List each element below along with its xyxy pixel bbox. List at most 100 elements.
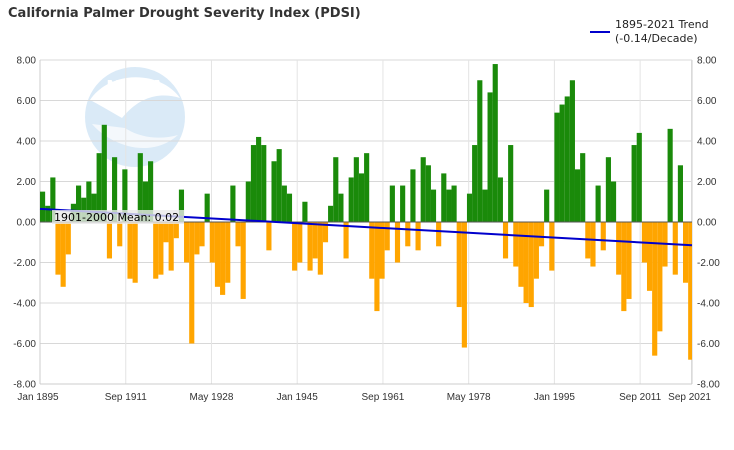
x-tick-label: Sep 1961 (362, 392, 405, 403)
pdsi-bar-wet (508, 145, 513, 222)
pdsi-bar-dry (621, 222, 626, 311)
x-tick-label: Sep 2021 (668, 392, 711, 403)
pdsi-bar-wet (349, 177, 354, 222)
pdsi-bar-dry (416, 222, 421, 250)
y-tick-label-left: 6.00 (17, 96, 37, 107)
pdsi-bar-wet (354, 157, 359, 222)
pdsi-bar-dry (616, 222, 621, 275)
pdsi-bar-wet (498, 177, 503, 222)
pdsi-bar-dry (457, 222, 462, 307)
pdsi-bar-dry (194, 222, 199, 254)
pdsi-bar-dry (127, 222, 132, 279)
pdsi-bar-dry (169, 222, 174, 271)
y-tick-label-right: 0.00 (697, 218, 717, 229)
pdsi-bar-dry (241, 222, 246, 299)
pdsi-bar-dry (534, 222, 539, 279)
pdsi-bar-wet (338, 194, 343, 222)
x-tick-label: Sep 2011 (619, 392, 662, 403)
y-tick-label-right: 4.00 (697, 137, 717, 148)
pdsi-bar-wet (421, 157, 426, 222)
pdsi-bar-wet (390, 186, 395, 222)
legend-trend-rate: (-0.14/Decade) (615, 32, 698, 45)
pdsi-bar-dry (405, 222, 410, 246)
pdsi-bar-dry (683, 222, 688, 283)
pdsi-bar-dry (385, 222, 390, 250)
pdsi-bar-wet (246, 182, 251, 223)
pdsi-bar-wet (472, 145, 477, 222)
x-tick-label: Jan 1945 (277, 392, 319, 403)
pdsi-bar-wet (230, 186, 235, 222)
pdsi-chart: NOAA 8.00 8.006.00 6.004.00 4.002.00 2.000.0… (0, 0, 734, 450)
pdsi-bar-dry (184, 222, 189, 263)
pdsi-bar-dry (673, 222, 678, 275)
pdsi-bar-dry (601, 222, 606, 250)
pdsi-bar-wet (493, 64, 498, 222)
x-tick-label: May 1928 (190, 392, 234, 403)
pdsi-bar-wet (678, 165, 683, 222)
pdsi-bar-dry (590, 222, 595, 267)
y-tick-label-left: -6.00 (13, 339, 36, 350)
y-tick-label-left: 4.00 (17, 137, 37, 148)
pdsi-bar-wet (400, 186, 405, 222)
noaa-logo-text: NOAA (106, 77, 164, 98)
pdsi-bar-dry (374, 222, 379, 311)
y-tick-label-right: -4.00 (697, 299, 720, 310)
pdsi-bar-wet (251, 145, 256, 222)
pdsi-bar-wet (302, 202, 307, 222)
pdsi-bar-dry (133, 222, 138, 283)
y-tick-label-left: 8.00 (17, 56, 37, 67)
y-tick-label-right: 8.00 (697, 56, 717, 67)
pdsi-bar-wet (554, 113, 559, 222)
pdsi-bar-wet (560, 105, 565, 222)
pdsi-bar-dry (436, 222, 441, 246)
pdsi-bar-dry (549, 222, 554, 271)
pdsi-bar-dry (107, 222, 112, 258)
pdsi-bar-dry (652, 222, 657, 356)
pdsi-bar-dry (657, 222, 662, 331)
pdsi-bar-wet (287, 194, 292, 222)
pdsi-bar-wet (431, 190, 436, 222)
y-tick-label-right: -2.00 (697, 258, 720, 269)
pdsi-bar-wet (256, 137, 261, 222)
pdsi-bar-wet (426, 165, 431, 222)
pdsi-bar-dry (539, 222, 544, 246)
pdsi-bar-dry (524, 222, 529, 303)
pdsi-bar-wet (611, 182, 616, 223)
pdsi-bar-dry (297, 222, 302, 263)
pdsi-bar-dry (529, 222, 534, 307)
x-tick-label: May 1978 (447, 392, 491, 403)
pdsi-bar-wet (668, 129, 673, 222)
pdsi-bar-wet (359, 173, 364, 222)
pdsi-bar-dry (513, 222, 518, 267)
x-tick-label: Jan 1995 (534, 392, 576, 403)
pdsi-bar-dry (189, 222, 194, 344)
pdsi-bar-dry (266, 222, 271, 250)
pdsi-bar-dry (344, 222, 349, 258)
pdsi-bar-dry (518, 222, 523, 287)
pdsi-bar-wet (261, 145, 266, 222)
pdsi-bar-wet (477, 80, 482, 222)
pdsi-bar-dry (503, 222, 508, 258)
pdsi-bar-dry (153, 222, 158, 279)
pdsi-bar-wet (632, 145, 637, 222)
pdsi-bar-dry (163, 222, 168, 242)
y-tick-label-right: -6.00 (697, 339, 720, 350)
pdsi-bar-dry (61, 222, 66, 287)
pdsi-bar-wet (282, 186, 287, 222)
y-tick-label-left: -2.00 (13, 258, 36, 269)
pdsi-bar-dry (292, 222, 297, 271)
pdsi-bar-dry (313, 222, 318, 258)
pdsi-bar-wet (488, 92, 493, 222)
pdsi-bar-wet (40, 192, 45, 222)
pdsi-bar-wet (364, 153, 369, 222)
mean-annotation: 1901-2000 Mean: 0.02 (54, 211, 179, 224)
pdsi-bar-dry (174, 222, 179, 238)
pdsi-bar-wet (328, 206, 333, 222)
pdsi-bar-wet (575, 169, 580, 222)
pdsi-bar-wet (637, 133, 642, 222)
pdsi-bar-wet (570, 80, 575, 222)
pdsi-bar-wet (271, 161, 276, 222)
pdsi-bar-dry (688, 222, 692, 360)
pdsi-bar-wet (102, 125, 107, 222)
pdsi-bar-dry (369, 222, 374, 279)
